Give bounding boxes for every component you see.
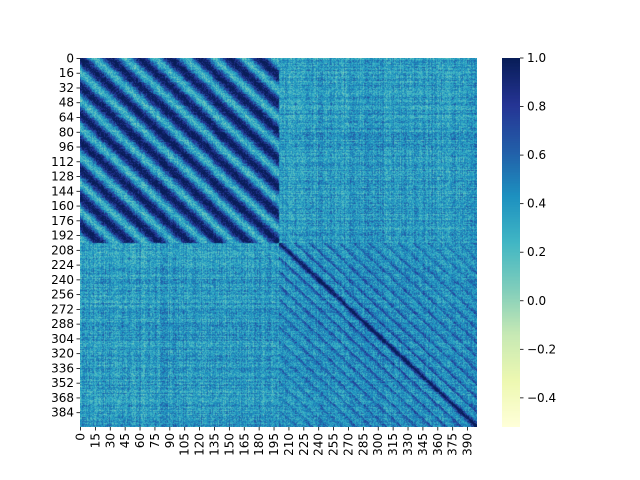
colorbar-tick-label: 0.0 [527,294,546,308]
x-tick-label: 240 [312,433,326,456]
y-tick-label: 256 [51,288,74,302]
colorbar-gradient [502,58,520,427]
colorbar-tick-label: 0.4 [527,197,546,211]
x-tick-label: 15 [88,433,102,448]
x-tick-label: 120 [193,433,207,456]
x-tick-label: 135 [207,433,221,456]
y-tick-label: 208 [51,243,74,257]
x-tick-label: 225 [297,433,311,456]
x-tick-label: 255 [327,433,341,456]
y-tick-label: 160 [51,199,74,213]
colorbar-tick-label: 0.6 [527,148,546,162]
x-tick-label: 360 [431,433,445,456]
y-tick-label: 144 [51,184,74,198]
y-tick-label: 176 [51,214,74,228]
y-tick-label: 32 [59,81,74,95]
y-tick-label: 352 [51,376,74,390]
x-tick-label: 315 [386,433,400,456]
x-tick-label: 105 [178,433,192,456]
x-tick-label: 0 [73,433,87,441]
y-tick-label: 48 [59,96,74,110]
y-tick-label: 368 [51,391,74,405]
colorbar-tick-label: −0.2 [527,342,556,356]
y-tick-label: 288 [51,317,74,331]
colorbar-tick-label: 0.8 [527,100,546,114]
y-tick-label: 336 [51,361,74,375]
y-tick-label: 112 [51,155,74,169]
x-tick-label: 285 [356,433,370,456]
x-tick-label: 195 [267,433,281,456]
colorbar-tick-label: −0.4 [527,391,556,405]
x-tick-label: 180 [252,433,266,456]
y-tick-label: 128 [51,170,74,184]
y-tick-label: 16 [59,66,74,80]
colorbar-tick-label: 0.2 [527,245,546,259]
x-tick-label: 270 [341,433,355,456]
x-tick-label: 150 [222,433,236,456]
x-tick-label: 375 [446,433,460,456]
y-tick-label: 384 [51,406,74,420]
x-tick-label: 390 [461,433,475,456]
x-tick-label: 345 [416,433,430,456]
y-tick-label: 96 [59,140,74,154]
colorbar-tick-label: 1.0 [527,51,546,65]
x-tick-label: 75 [148,433,162,448]
y-tick-label: 304 [51,332,74,346]
x-tick-label: 165 [237,433,251,456]
x-tick-label: 300 [371,433,385,456]
x-tick-label: 30 [103,433,117,448]
y-tick-label: 80 [59,125,74,139]
y-tick-label: 0 [66,51,74,65]
y-tick-label: 64 [59,111,74,125]
heatmap-cells [80,58,477,427]
y-tick-label: 272 [51,302,74,316]
x-tick-label: 45 [118,433,132,448]
x-tick-label: 90 [163,433,177,448]
y-tick-label: 192 [51,229,74,243]
y-tick-label: 320 [51,347,74,361]
x-tick-label: 330 [401,433,415,456]
x-tick-label: 210 [282,433,296,456]
y-tick-label: 224 [51,258,74,272]
y-tick-label: 240 [51,273,74,287]
x-tick-label: 60 [133,433,147,448]
